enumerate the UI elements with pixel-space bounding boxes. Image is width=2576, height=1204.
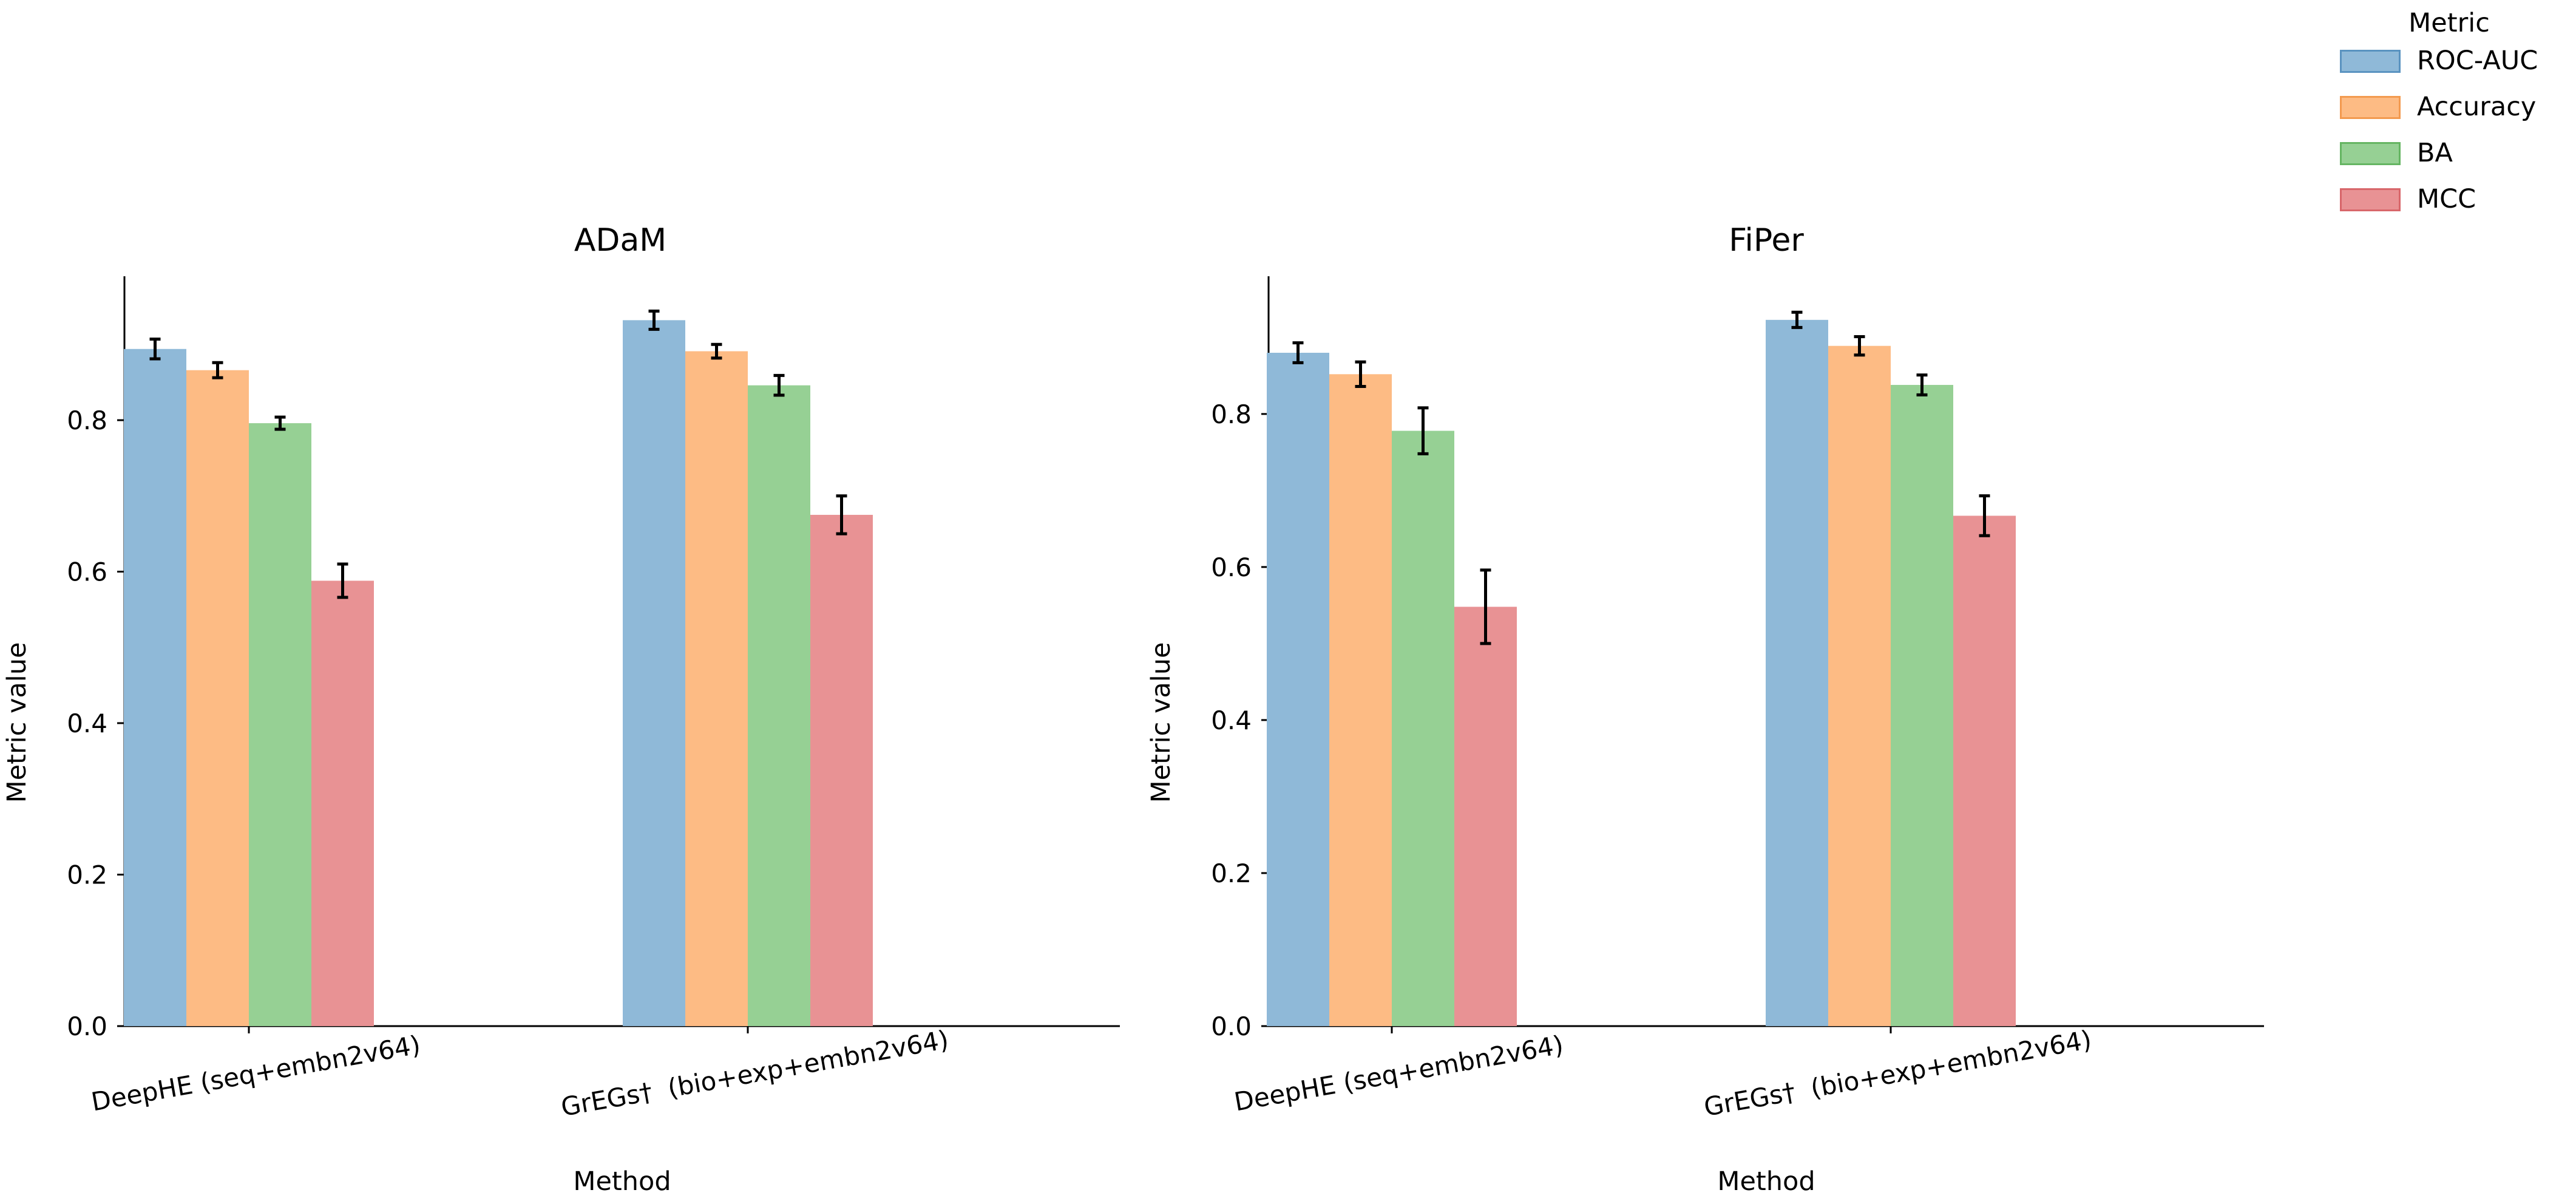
bar-roc-auc-2 [623, 320, 685, 1026]
legend-swatch-mcc [2340, 188, 2401, 211]
y-axis-label: Metric value [1146, 642, 1176, 803]
legend-swatch-roc-auc [2340, 50, 2401, 73]
y-axis-label: Metric value [2, 642, 32, 803]
legend-item-mcc: MCC [2325, 179, 2576, 225]
y-tick-label: 0.4 [67, 709, 107, 738]
bar-mcc-1 [311, 580, 374, 1026]
legend-label-roc-auc: ROC-AUC [2417, 46, 2538, 76]
x-tick-label: DeepHE (seq+embn2v64) [1232, 1030, 1566, 1117]
bar-ba-2 [748, 385, 810, 1026]
legend-item-accuracy: Accuracy [2325, 86, 2576, 132]
bar-roc-auc-1 [124, 349, 186, 1026]
bar-ba-1 [1392, 430, 1454, 1026]
x-tick-label: DeepHE (seq+embn2v64) [89, 1030, 423, 1117]
bar-mcc-2 [1953, 515, 2016, 1026]
x-tick-label: GrEGs† (bio+exp+embn2v64) [1701, 1024, 2093, 1122]
legend-item-roc-auc: ROC-AUC [2325, 40, 2576, 86]
bar-mcc-2 [810, 514, 873, 1026]
panel-fiper: 0.0 0.2 0.4 0.6 0.8 DeepHE (seq+embn2v64) GrEG… [1146, 222, 2264, 1197]
legend-swatch-accuracy [2340, 96, 2401, 119]
y-tick-label: 0.8 [67, 406, 107, 435]
bar-ba-1 [249, 423, 311, 1026]
x-axis-label: Method [1717, 1166, 1815, 1197]
bar-accuracy-2 [1828, 345, 1891, 1026]
y-tick-label: 0.2 [67, 860, 107, 890]
y-tick-label: 0.4 [1211, 706, 1252, 735]
y-tick-label: 0.2 [1211, 859, 1252, 888]
legend-label-accuracy: Accuracy [2417, 92, 2537, 122]
bar-accuracy-1 [186, 370, 249, 1026]
bar-roc-auc-1 [1267, 353, 1329, 1026]
legend-label-ba: BA [2417, 138, 2453, 168]
legend-item-ba: BA [2325, 132, 2576, 179]
chart-title: FiPer [1729, 222, 1804, 259]
bar-roc-auc-2 [1766, 319, 1828, 1027]
legend: Metric ROC-AUC Accuracy BA MCC [2325, 6, 2576, 225]
y-tick-label: 0.8 [1211, 400, 1252, 429]
y-tick-label: 0.6 [67, 557, 107, 587]
panel-adam: 0.0 0.2 0.4 0.6 0.8 DeepHE (seq+embn2v64) GrEG… [2, 222, 1120, 1197]
bar-mcc-1 [1454, 607, 1517, 1026]
x-axis-label: Method [573, 1166, 671, 1197]
legend-swatch-ba [2340, 142, 2401, 165]
x-tick-label: GrEGs† (bio+exp+embn2v64) [558, 1024, 951, 1122]
legend-label-mcc: MCC [2417, 184, 2476, 214]
y-tick-label: 0.0 [67, 1012, 107, 1041]
chart-title: ADaM [574, 222, 666, 259]
bar-accuracy-2 [685, 351, 748, 1026]
legend-title: Metric [2408, 8, 2490, 38]
bar-accuracy-1 [1329, 374, 1392, 1026]
y-tick-label: 0.0 [1211, 1012, 1252, 1041]
y-tick-label: 0.6 [1211, 553, 1252, 582]
bar-ba-2 [1891, 384, 1953, 1026]
